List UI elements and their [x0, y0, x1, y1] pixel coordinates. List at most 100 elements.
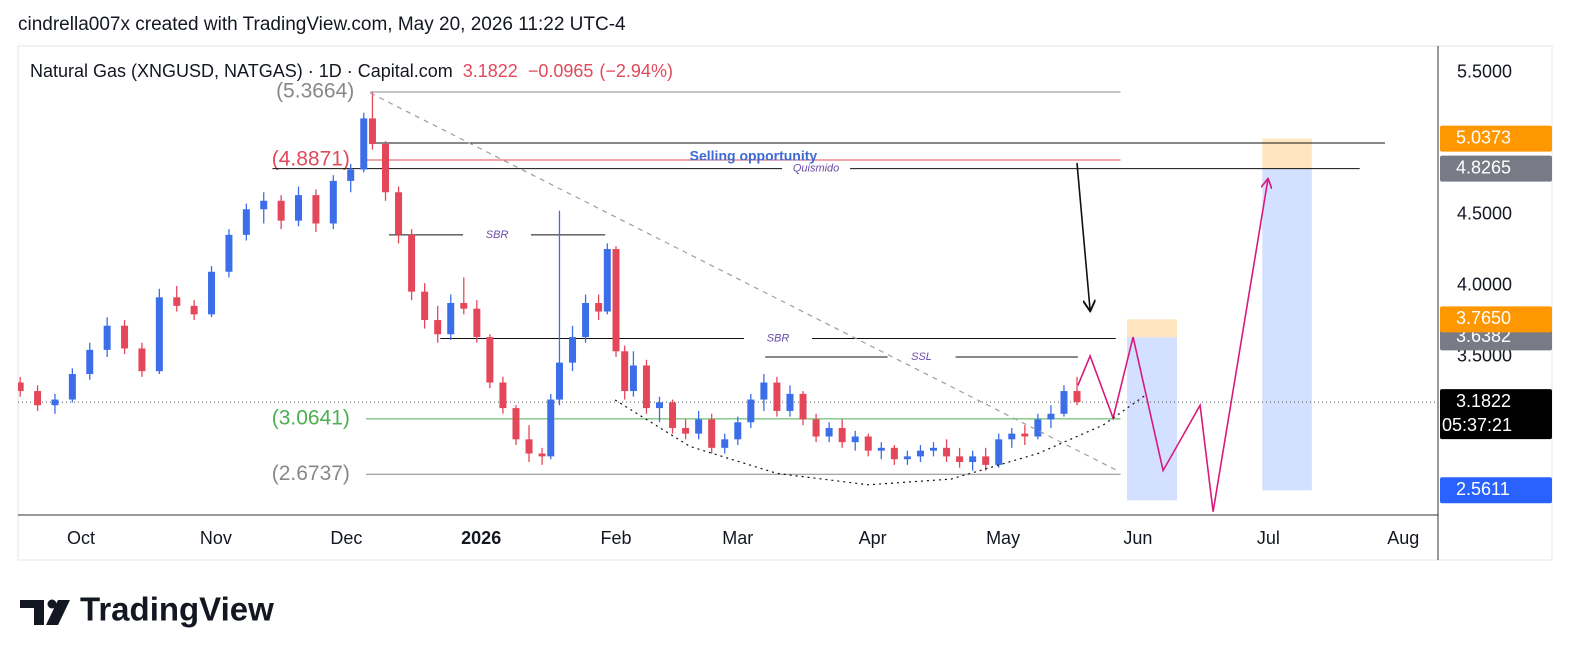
candle-body — [760, 382, 768, 400]
candle-body — [555, 362, 563, 400]
candle-body — [603, 249, 611, 312]
candle-body — [582, 303, 590, 338]
x-tick-label: May — [986, 528, 1020, 548]
x-tick-label: Jul — [1257, 528, 1280, 548]
candle-body — [890, 447, 898, 460]
candle-body — [138, 348, 146, 372]
candle-body — [877, 447, 885, 451]
candle-body — [121, 325, 129, 349]
drawing — [614, 394, 1146, 486]
candle-body — [382, 143, 390, 193]
risk-zone — [1127, 319, 1178, 338]
candle-body — [155, 297, 163, 372]
candle-body — [547, 399, 555, 457]
candle-body — [929, 447, 937, 451]
candle-body — [395, 192, 403, 235]
drawing — [370, 92, 1121, 473]
candle-body — [499, 382, 507, 409]
candle-body — [903, 456, 911, 460]
logo-icon — [20, 600, 44, 625]
line-label: SSL — [911, 351, 932, 363]
candle-body — [656, 402, 664, 409]
candle-body — [1060, 391, 1068, 414]
candle-body — [329, 180, 337, 224]
level-label: (2.6737) — [272, 462, 350, 485]
candle-body — [260, 200, 268, 210]
candle-body — [682, 427, 690, 434]
candle-body — [916, 450, 924, 457]
candle-body — [612, 249, 620, 352]
candle-body — [956, 456, 964, 463]
candle-body — [538, 453, 546, 457]
candle-body — [1047, 413, 1055, 420]
drawing — [1077, 180, 1268, 512]
candle-body — [34, 391, 42, 406]
line-label: Quismido — [793, 163, 839, 175]
x-tick-label: 2026 — [461, 528, 501, 548]
candle-body — [421, 291, 429, 321]
price-tag-label: 2.5611 — [1456, 479, 1510, 499]
candle-body — [708, 419, 716, 448]
candle-body — [277, 200, 285, 221]
price-tag — [1440, 389, 1552, 440]
level-label: (3.0641) — [272, 406, 350, 429]
candle-body — [629, 365, 637, 392]
brand: TradingView — [80, 591, 274, 628]
annotation: Selling opportunity — [690, 147, 818, 163]
level-label: (4.8871) — [272, 148, 350, 171]
x-tick-label: Mar — [722, 528, 753, 548]
line-label: SBR — [767, 332, 790, 344]
price-tag — [1440, 477, 1552, 504]
candle-body — [864, 436, 872, 451]
candle-body — [695, 419, 703, 434]
x-tick-label: Apr — [859, 528, 887, 548]
candle-body — [1034, 419, 1042, 437]
price-tag-label: 4.8265 — [1456, 157, 1511, 177]
candle-body — [103, 325, 111, 350]
x-tick-label: Dec — [330, 528, 362, 548]
candle-body — [368, 118, 376, 144]
candle-body — [360, 118, 368, 170]
candle-body — [1008, 433, 1016, 440]
candle-body — [569, 337, 577, 363]
drawing — [1076, 162, 1090, 310]
candle-body — [982, 456, 990, 465]
candle-body — [1021, 433, 1029, 437]
candle-body — [995, 439, 1003, 465]
candle-body — [242, 209, 250, 235]
logo-icon — [47, 599, 57, 609]
candle-body — [669, 402, 677, 428]
price-tag-label: 5.0373 — [1456, 127, 1511, 147]
candle-body — [18, 382, 24, 392]
change-pct: (−2.94%) — [599, 61, 673, 81]
price-tag — [1440, 306, 1552, 333]
candle-body — [969, 456, 977, 463]
candle-body — [68, 374, 76, 400]
header: cindrella007x created with TradingView.c… — [18, 14, 626, 35]
x-tick-label: Feb — [600, 528, 631, 548]
label-gap — [887, 350, 956, 363]
level-label: (5.3664) — [276, 79, 354, 102]
last-price: 3.1822 — [463, 61, 518, 81]
candle-body — [473, 308, 481, 338]
candle-body — [773, 382, 781, 411]
candle-body — [825, 427, 833, 437]
candle-body — [460, 303, 468, 309]
x-tick-label: Jun — [1123, 528, 1152, 548]
x-tick-label: Nov — [200, 528, 232, 548]
logo-icon — [46, 600, 70, 625]
risk-zone — [1262, 138, 1312, 169]
candle-body — [447, 303, 455, 335]
price-tag — [1440, 125, 1552, 152]
candle-body — [642, 365, 650, 409]
label-gap — [463, 228, 532, 241]
candle-body — [721, 439, 729, 448]
logo: TradingView — [20, 591, 274, 628]
label-gap — [782, 162, 851, 175]
candle-body — [786, 393, 794, 411]
candle-body — [943, 447, 951, 457]
frame — [17, 45, 1553, 561]
candle-body — [51, 399, 59, 406]
target-zone — [1262, 168, 1312, 491]
